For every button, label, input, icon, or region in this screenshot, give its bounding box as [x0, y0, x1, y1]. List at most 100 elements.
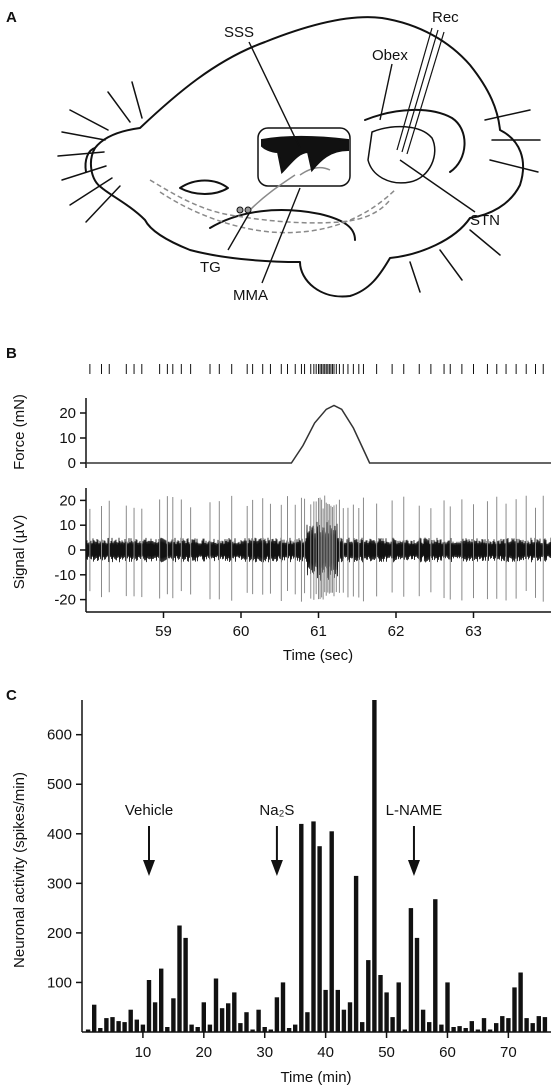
label-mma: MMA	[233, 287, 268, 304]
annotation-arrow-head	[270, 860, 283, 876]
annotation-arrow-head	[407, 860, 420, 876]
activity-bar-chart: Neuronal activity (spikes/min) Time (min…	[11, 700, 551, 1086]
bar	[305, 1012, 310, 1032]
bar	[372, 700, 377, 1032]
panel-letter-a: A	[6, 9, 17, 26]
bar	[232, 992, 237, 1032]
bar-x-tick-label: 40	[317, 1044, 334, 1061]
ear-outline	[364, 109, 466, 173]
bar	[274, 997, 280, 1032]
bar	[213, 978, 219, 1032]
bar	[512, 987, 517, 1032]
signal-x-tick-label: 62	[388, 623, 405, 640]
bar-y-tick-label: 600	[47, 727, 72, 744]
force-y-tick-label: 20	[59, 405, 76, 422]
force-plot: Force (mN) 0 10 20	[11, 394, 551, 472]
trigeminal-ganglion	[236, 206, 252, 214]
bar	[451, 1027, 456, 1032]
bar	[268, 1029, 273, 1032]
bar	[146, 980, 152, 1032]
rat-head-diagram	[57, 16, 541, 298]
bar	[122, 1022, 127, 1032]
bar	[542, 1017, 548, 1032]
signal-x-label: Time (sec)	[283, 647, 353, 664]
obex-window	[367, 125, 436, 184]
bar	[536, 1016, 541, 1032]
bar	[402, 1029, 407, 1032]
vessels	[149, 166, 396, 234]
annotation-label: Na₂S	[259, 802, 294, 819]
bar	[183, 937, 188, 1032]
bar	[487, 1029, 493, 1032]
signal-y-tick-label: 10	[59, 517, 76, 534]
bar	[171, 998, 176, 1032]
bar-x-tick-label: 30	[256, 1044, 273, 1061]
bar	[317, 846, 322, 1032]
bar-x-tick-label: 10	[135, 1044, 152, 1061]
bar	[177, 925, 182, 1032]
bar	[378, 975, 383, 1032]
bar	[293, 1024, 298, 1032]
force-trace	[86, 404, 551, 464]
annotation-arrow-head	[143, 860, 155, 876]
bar-x-tick-label: 20	[195, 1044, 212, 1061]
bar	[323, 989, 328, 1032]
panel-letter-c: C	[6, 687, 17, 704]
bar	[189, 1024, 194, 1032]
bar	[396, 982, 401, 1032]
eye-outline	[179, 179, 229, 195]
bar	[110, 1017, 115, 1032]
superior-sagittal-sinus	[261, 136, 349, 175]
bar	[262, 1027, 267, 1032]
label-rec: Rec	[432, 9, 459, 26]
bar	[366, 960, 371, 1032]
label-tg: TG	[200, 259, 221, 276]
panel-letter-b: B	[6, 345, 17, 362]
bar	[506, 1018, 511, 1032]
spike-raster	[89, 364, 544, 374]
bar	[134, 1019, 139, 1032]
bar	[481, 1018, 487, 1032]
bar	[341, 1009, 347, 1032]
bar	[530, 1023, 535, 1032]
label-sss: SSS	[224, 24, 254, 41]
jaw-outline	[209, 209, 356, 241]
snout-outline	[84, 147, 96, 173]
bar	[524, 1018, 529, 1032]
bar	[299, 823, 304, 1032]
label-obex: Obex	[372, 47, 408, 64]
bar	[469, 1021, 474, 1032]
bar	[360, 1022, 365, 1032]
signal-y-tick-label: 0	[68, 542, 76, 559]
force-y-label: Force (mN)	[11, 394, 28, 470]
bar	[420, 1009, 426, 1032]
bar-x-tick-label: 70	[500, 1044, 517, 1061]
annotation-label: Vehicle	[125, 802, 173, 819]
signal-x-tick-label: 59	[155, 623, 172, 640]
bar	[445, 982, 450, 1032]
bar	[408, 908, 414, 1032]
bar	[390, 1017, 395, 1032]
skull-window	[257, 127, 351, 187]
signal-x-tick-label: 63	[465, 623, 482, 640]
bar	[311, 821, 316, 1032]
bar-y-tick-label: 500	[47, 776, 72, 793]
bar-x-label: Time (min)	[280, 1069, 351, 1086]
bar	[433, 899, 438, 1032]
bar-x-tick-label: 60	[439, 1044, 456, 1061]
recording-electrode	[396, 27, 445, 155]
bar-x-tick-label: 50	[378, 1044, 395, 1061]
force-y-tick-label: 0	[68, 455, 76, 472]
bar	[280, 982, 286, 1032]
bar	[165, 1027, 170, 1032]
bar	[335, 989, 340, 1032]
signal-y-tick-label: -20	[54, 592, 76, 609]
bar-y-tick-label: 100	[47, 974, 72, 991]
bar	[92, 1004, 97, 1032]
label-stn: STN	[470, 212, 500, 229]
bar	[518, 972, 523, 1032]
bar	[226, 1003, 231, 1032]
bar	[384, 992, 389, 1032]
bar	[201, 1002, 206, 1032]
bar	[116, 1021, 121, 1032]
